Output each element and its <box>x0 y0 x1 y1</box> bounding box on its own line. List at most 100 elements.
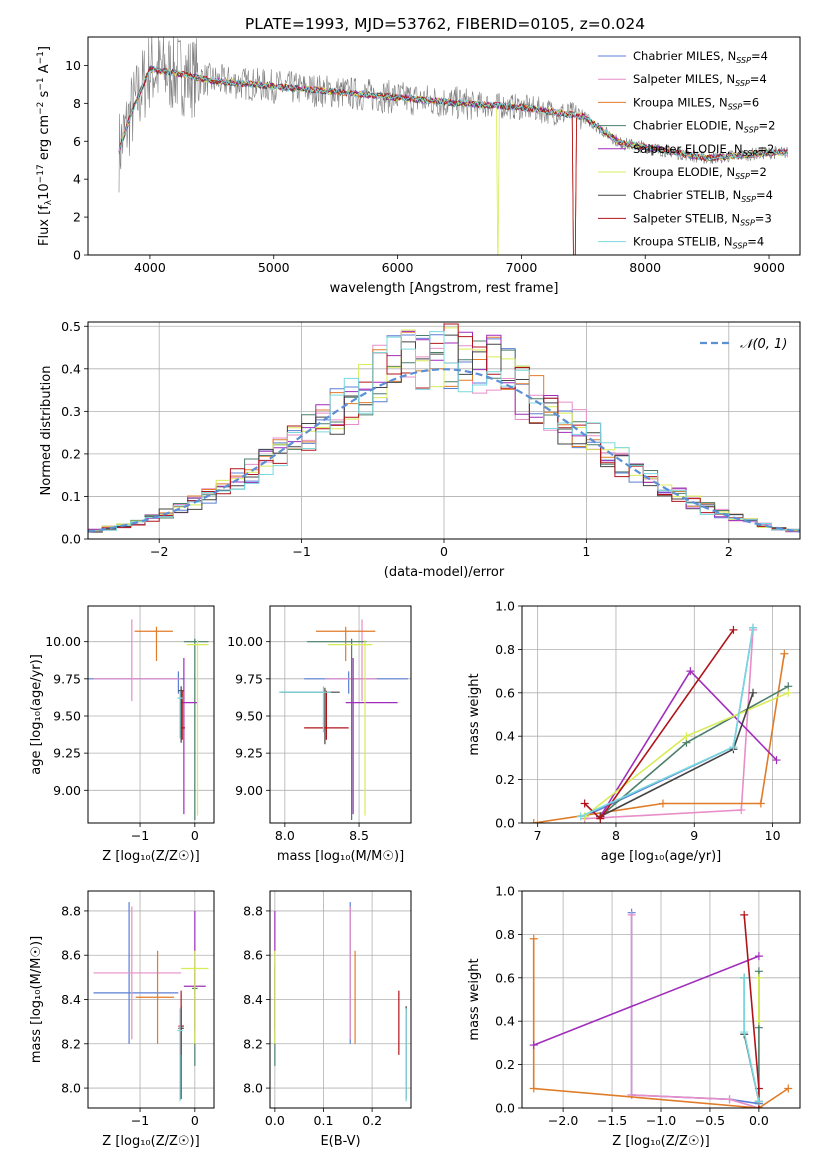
x-tick-label: 5000 <box>258 260 290 275</box>
y-tick-label: 8.8 <box>61 903 81 918</box>
legend-sep: , N <box>725 188 741 202</box>
x-tick-label: 8000 <box>629 260 661 275</box>
y-label-part: −1 <box>36 51 46 64</box>
legend-sep: , N <box>724 211 740 225</box>
legend-sep: , N <box>719 72 735 86</box>
x-tick-label: −1 <box>131 1113 149 1128</box>
plot-area <box>278 619 409 821</box>
y-tick-label: 8.6 <box>243 948 263 963</box>
panel-Z-vs-mass-weight: −2.0 −1.5 −1.0 −0.5 0.0 0.0 0.2 0.4 0.6 0.8 1.0 Z [… <box>467 884 801 1149</box>
legend-sub: SSP <box>741 195 756 204</box>
y-tick-label: 0.4 <box>61 361 81 376</box>
x-tick-label: 9 <box>690 828 698 843</box>
y-tick-label: 9.50 <box>53 708 81 723</box>
y-tick-label: 0.6 <box>495 970 515 985</box>
y-label-part: s <box>37 90 52 101</box>
legend-sep: , N <box>728 119 744 133</box>
x-tick-label: −2 <box>150 544 168 559</box>
x-tick-label: 1 <box>582 544 590 559</box>
y-label-part: Flux [f <box>37 205 52 246</box>
legend-eq: = <box>757 142 767 156</box>
legend-sub: SSP <box>735 79 750 88</box>
plus-marker <box>740 1028 749 1037</box>
mass-weight-line-7 <box>743 914 760 1108</box>
legend-name: Kroupa ELODIE <box>633 165 719 179</box>
x-axis-label: E(B-V) <box>320 1134 360 1149</box>
x-tick-label: −1 <box>292 544 310 559</box>
plus-marker <box>576 812 585 821</box>
panel-Z-vs-age: −1 0 9.00 9.25 9.50 9.75 10.00 Z [log₁₀(Z/Z☉)] a… <box>29 605 215 864</box>
y-axis-label: mass weight <box>467 958 482 1040</box>
legend-nssp: 2 <box>759 165 766 179</box>
legend-sep: , N <box>719 165 735 179</box>
x-axis-label: Z [log₁₀(Z/Z☉)] <box>612 1134 709 1149</box>
y-axis-label: mass weight <box>467 673 482 755</box>
plus-marker <box>682 732 691 741</box>
x-tick-label: 0.0 <box>265 1113 285 1128</box>
legend-name: Chabrier ELODIE <box>633 119 728 133</box>
plus-marker <box>754 952 763 961</box>
y-tick-label: 0.4 <box>495 1014 515 1029</box>
y-label-part: A <box>37 64 52 77</box>
panel-E(B-V)-vs-mass: 0.0 0.1 0.2 8.0 8.2 8.4 8.6 8.8 E(B-V) <box>243 890 412 1149</box>
legend-entry: Kroupa ELODIE, NSSP=2 <box>633 165 767 181</box>
grid-lines <box>522 605 800 824</box>
legend-nssp: 2 <box>768 119 775 133</box>
y-tick-label: 10.00 <box>227 634 263 649</box>
legend-nssp: 4 <box>761 49 768 63</box>
legend-eq: = <box>756 188 766 202</box>
legend-entry: Chabrier STELIB, NSSP=4 <box>633 188 773 204</box>
y-label-part: −1 <box>36 77 46 90</box>
plot-area <box>93 902 209 1102</box>
plus-marker <box>737 805 746 814</box>
plus-marker <box>754 973 763 982</box>
y-tick-label: 1.0 <box>495 884 515 899</box>
legend-nssp: 6 <box>752 95 759 109</box>
x-tick-label: 4000 <box>134 260 166 275</box>
plus-marker <box>749 623 758 632</box>
legend-sub: SSP <box>743 149 758 158</box>
mass-weight-line-8 <box>580 627 754 818</box>
legend-sep: , N <box>720 49 736 63</box>
x-axis-label: mass [log₁₀(M/M☉)] <box>277 849 404 864</box>
legend-sub: SSP <box>728 102 743 111</box>
x-tick-label: 7000 <box>505 260 537 275</box>
y-tick-label: 0.5 <box>61 319 81 334</box>
axes-frame <box>521 890 801 1109</box>
x-tick-label: −1 <box>131 828 149 843</box>
mass-weight-line-0 <box>630 912 760 1105</box>
y-axis-label: Normed distribution <box>39 366 54 496</box>
plus-marker <box>529 1041 538 1050</box>
y-label-part: −2 <box>36 102 46 115</box>
y-label-part: erg cm <box>37 115 52 164</box>
x-tick-label: 0.2 <box>362 1113 382 1128</box>
y-tick-label: 8.4 <box>243 992 263 1007</box>
x-axis-label: Z [log₁₀(Z/Z☉)] <box>102 1134 199 1149</box>
y-label-part: 10 <box>37 183 52 200</box>
y-label-part: λ <box>44 199 54 205</box>
plus-marker <box>729 743 738 752</box>
axes-frame <box>87 605 215 824</box>
panel-mass-vs-age: 8.0 8.5 9.00 9.25 9.50 9.75 10.00 mass [log₁₀(M… <box>227 605 412 864</box>
legend-entry: Salpeter ELODIE, NSSP=2 <box>633 142 774 158</box>
y-tick-label: 9.25 <box>53 746 81 761</box>
y-tick-label: 0.8 <box>495 642 515 657</box>
legend-nssp: 4 <box>759 72 766 86</box>
y-tick-label: 0 <box>73 248 81 263</box>
x-tick-label: −2.0 <box>548 1113 578 1128</box>
mass-weight-line-7 <box>584 629 735 820</box>
x-tick-label: 10 <box>765 828 781 843</box>
plus-marker <box>627 910 636 919</box>
plus-marker <box>772 756 781 765</box>
y-tick-label: 10 <box>65 58 81 73</box>
y-tick-label: 0.4 <box>495 729 515 744</box>
y-tick-label: 9.25 <box>235 746 263 761</box>
legend-entry: Chabrier ELODIE, NSSP=2 <box>633 119 775 135</box>
plot-area <box>529 908 793 1108</box>
x-tick-label: 0 <box>191 828 199 843</box>
grid-lines <box>270 606 411 823</box>
normal-curve <box>88 368 800 533</box>
legend-eq: = <box>750 72 760 86</box>
axes-frame <box>521 605 801 824</box>
plus-marker <box>784 1084 793 1093</box>
